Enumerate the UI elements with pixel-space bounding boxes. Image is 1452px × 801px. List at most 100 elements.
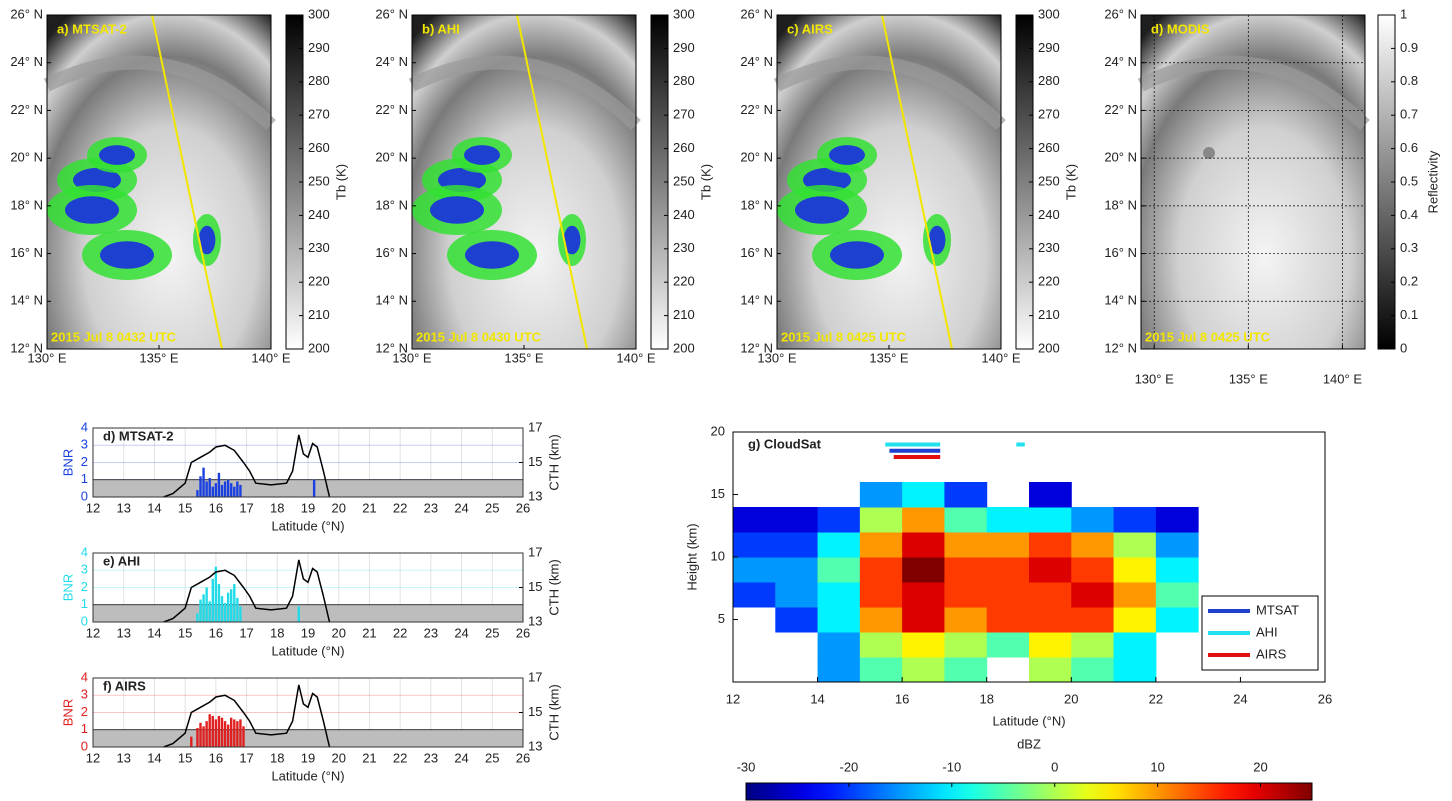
reflectivity-cell: [902, 507, 945, 533]
cloud-mask-core: [100, 241, 154, 269]
colorbar-tick-label: 0.3: [1400, 240, 1418, 255]
y-tick-label: 0: [81, 488, 88, 503]
y-tick-label: 22° N: [10, 102, 43, 117]
reflectivity-cell: [986, 532, 1030, 558]
reflectivity-cell: [1155, 507, 1199, 533]
bnr-bar: [196, 490, 199, 497]
x-tick-label: 22: [393, 500, 407, 515]
bnr-bar: [208, 478, 211, 497]
colorbar-tick-label: 210: [1038, 307, 1060, 322]
y-tick-label: 20° N: [1104, 150, 1137, 165]
bnr-bar: [211, 715, 214, 747]
y-tick-label: 22° N: [1104, 102, 1137, 117]
reflectivity-cell: [944, 507, 988, 533]
x-tick-label: 135° E: [504, 350, 544, 365]
x-tick-label: 18: [979, 691, 993, 706]
colorbar-tick-label: 230: [673, 240, 695, 255]
colorbar-tick-label: 280: [308, 73, 330, 88]
reflectivity-cell: [902, 482, 945, 508]
y-tick-label: 20° N: [375, 150, 408, 165]
y-tick-label: 14° N: [740, 293, 773, 308]
x-tick-label: 26: [516, 625, 530, 640]
y-tick-label: 18° N: [375, 197, 408, 212]
reflectivity-cell: [986, 632, 1030, 658]
bnr-bar: [226, 479, 230, 497]
x-tick-label: 22: [393, 750, 407, 765]
y-tick-label: 1: [81, 471, 88, 486]
x-tick-label: 26: [516, 500, 530, 515]
y-tick-label: 16° N: [740, 245, 773, 260]
reflectivity-cell: [817, 582, 861, 608]
cloud-mask-core: [465, 241, 519, 269]
x-tick-label: 19: [301, 625, 315, 640]
reflectivity-cell: [944, 482, 988, 508]
y-axis-label: BNR: [60, 449, 75, 476]
reflectivity-cell: [1029, 607, 1072, 633]
y2-tick-label: 15: [528, 579, 542, 594]
y-axis-label: BNR: [60, 574, 75, 601]
y-tick-label: 24° N: [1104, 54, 1137, 69]
y-tick-label: 26° N: [1104, 6, 1137, 21]
colorbar-tick-label: 0.5: [1400, 173, 1418, 188]
y-tick-label: 4: [81, 544, 88, 559]
x-tick-label: 20: [331, 500, 345, 515]
reflectivity-cell: [775, 532, 819, 558]
x-tick-label: 140° E: [251, 350, 291, 365]
colorbar-tick-label: 240: [673, 207, 695, 222]
bnr-bar: [199, 476, 202, 497]
bnr-bar: [214, 719, 218, 747]
reflectivity-cell: [1029, 582, 1072, 608]
reflectivity-cell: [733, 557, 776, 583]
colorbar-tick-label: 280: [673, 73, 695, 88]
bnr-bar: [205, 721, 208, 747]
y-tick-label: 26° N: [740, 6, 773, 21]
reflectivity-cell: [1029, 557, 1072, 583]
y-tick-label: 2: [81, 704, 88, 719]
reflectivity-cell: [944, 632, 988, 658]
x-tick-label: 17: [239, 750, 253, 765]
bnr-bar: [312, 479, 316, 497]
bnr-bar: [199, 599, 202, 622]
cloud-band: [1137, 55, 1370, 131]
reflectivity-cell: [986, 582, 1030, 608]
x-tick-label: 21: [362, 500, 376, 515]
bnr-bar: [236, 481, 239, 497]
panel-title: f) AIRS: [103, 678, 146, 693]
x-tick-label: 19: [301, 750, 315, 765]
bnr-bar: [202, 467, 205, 497]
bnr-bar: [205, 587, 208, 622]
x-axis-label: Latitude (°N): [271, 643, 344, 658]
reflectivity-cell: [817, 557, 861, 583]
y-tick-label: 20° N: [740, 150, 773, 165]
cloud-mask-core: [829, 145, 865, 165]
bnr-bar: [223, 603, 227, 622]
reflectivity-cell: [1155, 532, 1199, 558]
reflectivity-cell: [1071, 632, 1115, 658]
reflectivity-cell: [902, 657, 945, 683]
bnr-bar: [211, 486, 214, 497]
y-tick-label: 18° N: [1104, 197, 1137, 212]
bnr-bar: [239, 484, 242, 497]
reflectivity-cell: [902, 607, 945, 633]
cloud-mask-core: [795, 196, 849, 224]
x-tick-label: 26: [516, 750, 530, 765]
colorbar-tick-label: 260: [673, 140, 695, 155]
reflectivity-cell: [1113, 607, 1157, 633]
x-tick-label: 14: [147, 750, 161, 765]
reflectivity-cell: [817, 657, 861, 683]
typhoon-eye: [1203, 147, 1215, 159]
reflectivity-cell: [775, 557, 819, 583]
bnr-bar: [217, 715, 221, 747]
y-tick-label: 20° N: [10, 150, 43, 165]
colorbar-tick-label: 230: [1038, 240, 1060, 255]
x-tick-label: 21: [362, 750, 376, 765]
x-tick-label: 135° E: [869, 350, 909, 365]
panel-title: e) AHI: [103, 553, 140, 568]
bnr-bar: [199, 722, 202, 747]
x-tick-label: 25: [485, 500, 499, 515]
colorbar-tick-label: 220: [673, 274, 695, 289]
colorbar-tick-label: 250: [673, 173, 695, 188]
x-tick-label: 140° E: [1323, 371, 1363, 386]
